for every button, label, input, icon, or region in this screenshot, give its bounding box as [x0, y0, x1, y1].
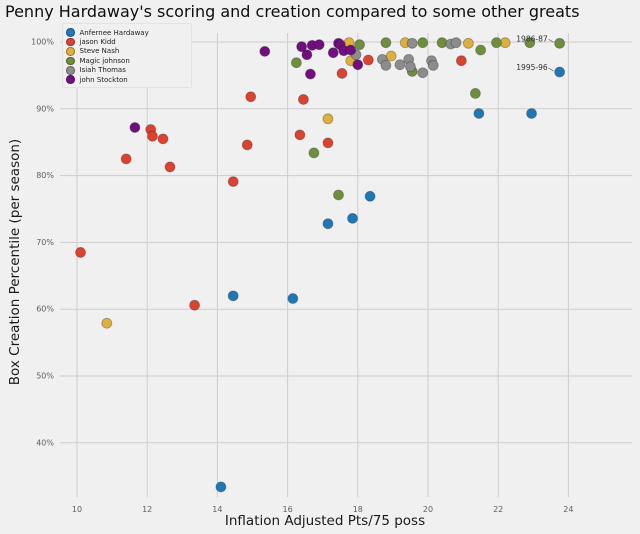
y-axis-label: Box Creation Percentile (per season) [7, 138, 23, 386]
data-point-magic-johnson [554, 37, 566, 49]
data-point-magic-johnson [524, 37, 536, 49]
legend-label: Magic johnson [79, 56, 130, 65]
chart-title: Penny Hardaway's scoring and creation co… [5, 2, 580, 21]
data-point-isiah-thomas [450, 37, 462, 49]
legend-item-jason-kidd: jason Kidd [66, 37, 191, 47]
data-point-jason-kidd [164, 161, 176, 173]
data-point-jason-kidd [297, 94, 309, 105]
data-point-john-stockton [259, 45, 271, 57]
data-point-magic-johnson [380, 37, 392, 49]
data-point-john-stockton [352, 59, 364, 71]
data-point-isiah-thomas [417, 67, 429, 79]
data-point-anfernee-hardaway [215, 481, 227, 493]
data-point-jason-kidd [362, 54, 374, 66]
legend-label: Isiah Thomas [79, 66, 126, 75]
data-point-magic-johnson [475, 44, 487, 56]
legend-label: Steve Nash [79, 47, 120, 56]
data-point-john-stockton [327, 47, 339, 59]
y-tick-label: 100% [31, 38, 54, 47]
data-point-anfernee-hardaway [227, 290, 239, 302]
data-point-magic-johnson [491, 37, 502, 49]
data-point-jason-kidd [157, 133, 169, 145]
data-point-magic-johnson [308, 147, 320, 159]
data-point-jason-kidd [75, 247, 86, 258]
legend-item-magic-johnson: Magic johnson [66, 56, 191, 66]
y-tick-label: 70% [36, 238, 54, 247]
legend-item-john-stockton: john Stockton [66, 75, 191, 84]
data-point-jason-kidd [227, 176, 239, 188]
data-point-jason-kidd [120, 153, 132, 165]
y-tick-label: 90% [36, 104, 54, 113]
data-point-anfernee-hardaway [347, 212, 358, 224]
legend: Anfernee Hardaway jason Kidd Steve Nash … [62, 23, 192, 89]
x-tick-label: 18 [353, 505, 363, 514]
annotation-label: 1986-87 [516, 34, 548, 43]
x-tick-label: 22 [493, 505, 503, 514]
data-point-isiah-thomas [394, 59, 406, 71]
x-tick-label: 16 [283, 505, 293, 514]
data-point-anfernee-hardaway [526, 108, 537, 119]
data-point-anfernee-hardaway [322, 218, 334, 230]
data-point-john-stockton [296, 41, 308, 53]
x-tick-label: 12 [142, 505, 152, 514]
data-point-jason-kidd [294, 129, 306, 141]
data-point-jason-kidd [455, 55, 467, 67]
data-point-john-stockton [301, 49, 313, 61]
data-point-magic-johnson [354, 39, 365, 51]
data-point-jason-kidd [245, 91, 257, 103]
data-point-jason-kidd [189, 299, 200, 311]
legend-item-anfernee-hardaway: Anfernee Hardaway [66, 28, 191, 37]
data-point-isiah-thomas [405, 61, 416, 73]
data-point-jason-kidd [336, 67, 348, 79]
legend-label: Anfernee Hardaway [79, 28, 149, 37]
data-point-magic-johnson [436, 37, 448, 49]
data-point-anfernee-hardaway [473, 108, 485, 119]
legend-label: john Stockton [79, 75, 128, 84]
data-point-magic-johnson [469, 88, 481, 99]
data-point-isiah-thomas [380, 59, 392, 71]
data-point-isiah-thomas [427, 59, 439, 71]
legend-marker-icon [66, 56, 75, 66]
legend-label: jason Kidd [79, 38, 116, 47]
data-point-jason-kidd [241, 139, 253, 151]
data-point-magic-johnson [290, 57, 302, 69]
annotation-line [548, 38, 554, 43]
y-tick-label: 40% [36, 438, 54, 447]
y-tick-label: 60% [36, 305, 54, 314]
data-point-jason-kidd [147, 130, 158, 142]
x-tick-label: 10 [72, 505, 82, 514]
data-point-magic-johnson [333, 189, 344, 201]
data-point-anfernee-hardaway [554, 66, 566, 78]
data-point-john-stockton [305, 68, 316, 80]
data-point-steve-nash [101, 317, 113, 329]
data-point-magic-johnson [417, 37, 429, 49]
legend-item-steve-nash: Steve Nash [66, 47, 191, 56]
data-point-john-stockton [313, 39, 325, 51]
legend-marker-icon [66, 37, 75, 47]
x-tick-label: 24 [563, 505, 573, 514]
x-tick-label: 20 [423, 505, 433, 514]
legend-marker-icon [66, 47, 75, 56]
data-point-john-stockton [345, 44, 357, 56]
data-point-john-stockton [129, 122, 141, 133]
legend-marker-icon [66, 66, 75, 75]
data-point-steve-nash [322, 113, 334, 125]
data-point-isiah-thomas [406, 37, 418, 49]
data-point-anfernee-hardaway [287, 293, 299, 304]
data-point-steve-nash [385, 50, 397, 62]
legend-marker-icon [66, 28, 75, 37]
legend-marker-icon [66, 75, 75, 84]
annotation-label: 1995-96 [516, 63, 548, 72]
legend-item-isiah-thomas: Isiah Thomas [66, 66, 191, 75]
data-point-steve-nash [462, 37, 474, 49]
annotation-line [548, 67, 554, 72]
y-tick-label: 80% [36, 171, 54, 180]
x-tick-label: 14 [212, 505, 222, 514]
y-tick-label: 50% [36, 372, 54, 381]
data-point-anfernee-hardaway [364, 190, 376, 202]
x-axis-label: Inflation Adjusted Pts/75 poss [224, 513, 426, 529]
data-point-jason-kidd [322, 137, 334, 149]
